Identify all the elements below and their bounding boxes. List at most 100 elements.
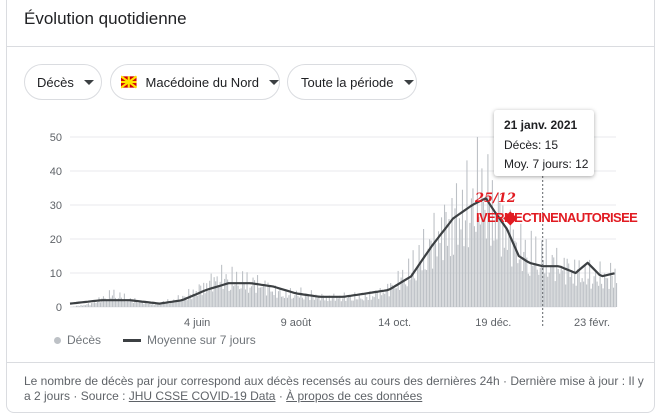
daily-death-bar (578, 260, 580, 307)
daily-death-bar (213, 277, 215, 307)
daily-death-bar (542, 260, 544, 307)
source-link[interactable]: JHU CSSE COVID-19 Data (128, 389, 276, 403)
daily-death-bar (262, 285, 265, 307)
daily-death-bar (367, 299, 369, 307)
daily-death-bar (354, 292, 356, 307)
daily-death-bar (420, 262, 422, 307)
daily-death-bar (135, 301, 137, 307)
daily-death-bar (443, 204, 446, 307)
daily-death-bar (173, 299, 175, 307)
daily-death-bar (409, 279, 411, 307)
title-divider (6, 46, 655, 47)
daily-death-bar (137, 302, 139, 307)
daily-death-bar (201, 295, 203, 307)
daily-death-bar (518, 259, 520, 307)
daily-death-bar (225, 274, 227, 307)
daily-death-bar (80, 304, 82, 307)
daily-death-bar (306, 293, 308, 307)
daily-death-bar (189, 294, 191, 307)
line-legend-icon (123, 338, 142, 342)
daily-death-bar (373, 297, 375, 307)
chart-tooltip: 21 janv. 2021 Décès: 15 Moy. 7 jours: 12 (494, 110, 594, 176)
daily-death-bar (168, 303, 170, 307)
daily-death-bar (337, 298, 339, 307)
daily-death-bar (134, 298, 136, 307)
daily-death-bar (527, 273, 529, 307)
daily-death-bar (448, 219, 450, 307)
daily-death-bar (285, 289, 287, 307)
daily-death-bar (161, 303, 163, 307)
daily-death-bar (381, 295, 383, 307)
daily-death-bar (207, 290, 209, 307)
x-tick-label: 9 août (281, 317, 312, 329)
daily-death-bar (541, 240, 543, 307)
daily-death-bar (249, 287, 251, 307)
daily-death-bar (544, 273, 546, 307)
daily-death-bar (75, 305, 78, 307)
daily-death-bar (598, 285, 600, 307)
footer-separator: · (502, 374, 507, 388)
daily-death-bar (508, 229, 510, 307)
daily-death-bar (261, 286, 263, 307)
daily-death-bar (248, 292, 250, 307)
daily-death-bar (182, 295, 184, 307)
daily-death-bar (349, 296, 351, 307)
daily-death-bar (426, 270, 428, 307)
daily-death-bar (318, 295, 320, 307)
daily-death-bar (324, 300, 326, 307)
daily-death-bar (105, 300, 107, 307)
period-dropdown[interactable]: Toute la période (287, 64, 417, 100)
daily-death-bar (589, 259, 591, 307)
daily-death-bar (313, 299, 315, 307)
daily-death-bar (551, 254, 553, 307)
daily-death-bar (467, 247, 470, 307)
footer-separator: · (278, 389, 283, 403)
daily-death-bar (568, 263, 570, 307)
daily-death-bar (586, 284, 588, 307)
daily-death-bar (580, 282, 582, 307)
daily-death-bar (78, 306, 81, 307)
daily-death-bar (472, 188, 474, 307)
daily-death-bar (325, 295, 327, 307)
daily-death-bar (369, 292, 371, 307)
daily-death-bar (195, 290, 197, 307)
daily-death-bar (511, 266, 513, 307)
daily-death-bar (385, 290, 387, 307)
about-data-link[interactable]: À propos de ces données (286, 389, 423, 403)
daily-death-bar (143, 304, 145, 307)
daily-death-bar (155, 303, 157, 307)
daily-death-bar (149, 303, 151, 307)
daily-death-bar (102, 296, 105, 307)
daily-death-bar (584, 264, 586, 307)
daily-death-bar (84, 305, 87, 307)
daily-death-bar (514, 240, 516, 307)
daily-death-bar (242, 271, 244, 307)
daily-death-bar (334, 300, 336, 307)
tooltip-date: 21 janv. 2021 (504, 118, 578, 132)
daily-death-bar (312, 296, 314, 307)
daily-death-bar (158, 304, 160, 307)
daily-death-bar (482, 201, 484, 307)
daily-death-bar (125, 301, 127, 307)
daily-death-bar (186, 300, 188, 307)
daily-death-bar (423, 228, 425, 307)
daily-death-bar (270, 291, 272, 307)
daily-death-bar (547, 276, 549, 307)
daily-death-bar (590, 288, 592, 307)
daily-death-bar (370, 299, 372, 307)
daily-death-bar (183, 296, 185, 307)
daily-death-bar (523, 251, 525, 307)
metric-dropdown[interactable]: Décès (24, 64, 102, 100)
daily-death-bar (595, 270, 597, 307)
daily-death-bar (391, 284, 393, 307)
daily-death-bar (533, 263, 535, 307)
country-dropdown[interactable]: Macédoine du Nord (110, 64, 280, 100)
daily-death-bar (234, 284, 236, 307)
daily-death-bar (393, 286, 395, 307)
daily-death-bar (191, 299, 193, 307)
daily-death-bar (170, 302, 172, 307)
daily-death-bar (475, 231, 477, 307)
daily-death-bar (434, 243, 437, 307)
daily-death-bar (366, 296, 368, 307)
